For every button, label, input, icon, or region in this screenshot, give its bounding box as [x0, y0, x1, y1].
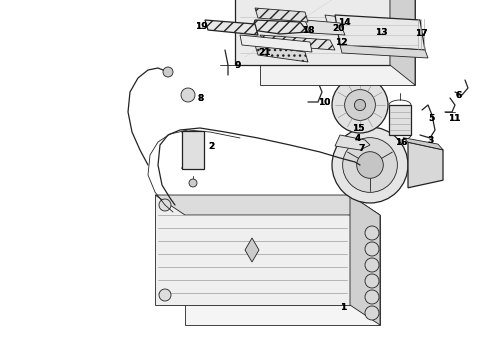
Polygon shape [340, 25, 378, 42]
Text: 11: 11 [448, 113, 461, 122]
Polygon shape [255, 45, 308, 62]
Text: 9: 9 [234, 60, 241, 69]
Text: 7: 7 [358, 144, 365, 153]
Text: 10: 10 [318, 98, 330, 107]
Polygon shape [403, 138, 443, 150]
Text: 4: 4 [355, 134, 362, 143]
Text: 17: 17 [415, 28, 428, 37]
Text: 13: 13 [375, 27, 388, 36]
Text: 7: 7 [358, 144, 365, 153]
Text: 10: 10 [318, 98, 330, 107]
Text: 18: 18 [302, 26, 315, 35]
Polygon shape [389, 105, 411, 135]
Text: 19: 19 [195, 22, 208, 31]
Polygon shape [245, 238, 259, 262]
Circle shape [181, 88, 195, 102]
Text: 20: 20 [332, 23, 344, 32]
Circle shape [365, 258, 379, 272]
Circle shape [159, 289, 171, 301]
Text: 2: 2 [208, 141, 214, 150]
Polygon shape [408, 142, 443, 188]
Text: 8: 8 [197, 94, 203, 103]
Text: 4: 4 [355, 134, 362, 143]
Text: 6: 6 [455, 90, 461, 99]
Text: 16: 16 [395, 138, 408, 147]
Polygon shape [305, 20, 345, 35]
Text: 5: 5 [428, 113, 434, 122]
Text: 12: 12 [335, 37, 347, 46]
Polygon shape [335, 135, 370, 150]
Circle shape [365, 274, 379, 288]
Text: 15: 15 [352, 123, 365, 132]
Circle shape [365, 290, 379, 304]
Text: 5: 5 [428, 113, 434, 122]
Text: 21: 21 [258, 48, 270, 57]
Text: 16: 16 [395, 138, 408, 147]
Polygon shape [240, 35, 312, 52]
Text: 13: 13 [375, 27, 388, 36]
Text: 14: 14 [338, 18, 351, 27]
Polygon shape [350, 195, 380, 325]
Polygon shape [205, 20, 258, 35]
Circle shape [189, 179, 197, 187]
Text: 3: 3 [427, 135, 433, 144]
Text: 17: 17 [415, 28, 428, 37]
Text: 1: 1 [340, 303, 346, 312]
Text: 1: 1 [340, 303, 346, 312]
Circle shape [354, 99, 366, 111]
Circle shape [343, 138, 397, 192]
Polygon shape [340, 45, 428, 58]
Polygon shape [155, 195, 350, 305]
Polygon shape [155, 195, 380, 215]
Circle shape [159, 199, 171, 211]
Circle shape [365, 226, 379, 240]
Circle shape [332, 127, 408, 203]
Text: 9: 9 [234, 60, 241, 69]
Polygon shape [325, 15, 368, 30]
Text: 18: 18 [302, 26, 315, 35]
Text: 15: 15 [352, 123, 365, 132]
Text: 8: 8 [197, 94, 203, 103]
Text: 12: 12 [335, 37, 347, 46]
Circle shape [357, 152, 383, 178]
Polygon shape [260, 0, 415, 85]
Text: 19: 19 [195, 22, 208, 31]
Text: 3: 3 [427, 135, 433, 144]
Text: 14: 14 [338, 18, 351, 27]
Circle shape [365, 242, 379, 256]
Polygon shape [255, 8, 308, 22]
Circle shape [344, 90, 375, 120]
Polygon shape [185, 215, 380, 325]
Polygon shape [182, 131, 204, 169]
Text: 2: 2 [208, 141, 214, 150]
Polygon shape [235, 0, 390, 65]
Polygon shape [260, 35, 335, 50]
Polygon shape [335, 15, 425, 50]
Text: 21: 21 [258, 48, 270, 57]
Polygon shape [390, 0, 415, 85]
Circle shape [365, 306, 379, 320]
Circle shape [332, 77, 388, 133]
Text: 20: 20 [332, 23, 344, 32]
Circle shape [163, 67, 173, 77]
Polygon shape [252, 20, 308, 34]
Text: 11: 11 [448, 113, 461, 122]
Text: 6: 6 [455, 90, 461, 99]
